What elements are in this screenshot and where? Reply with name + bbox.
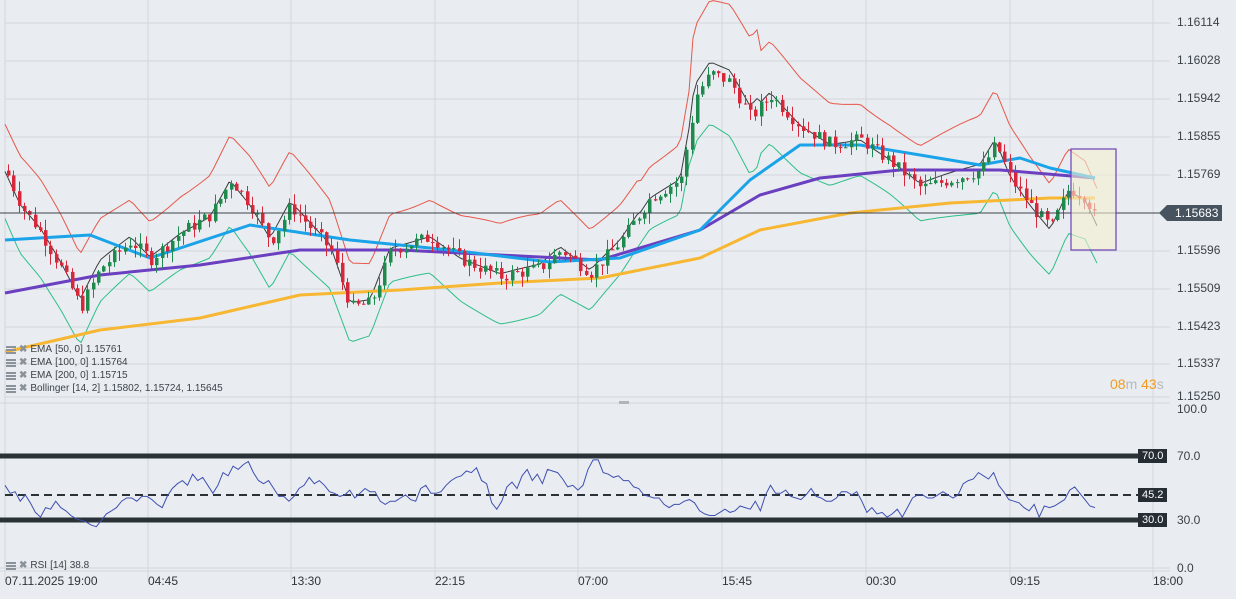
indicator-params: [200, 0]	[55, 370, 89, 381]
legend-bollinger[interactable]: ✖ Bollinger [14, 2] 1.15802, 1.15724, 1.…	[6, 383, 223, 394]
rsi-axis-70: 70.0	[1177, 449, 1201, 463]
indicator-name: EMA	[30, 370, 53, 381]
indicator-value: 1.15715	[91, 370, 128, 381]
price-axis-label: 1.15337	[1177, 356, 1221, 370]
candle-countdown: 08m 43s	[1110, 376, 1164, 392]
indicator-name: RSI	[30, 560, 48, 571]
pane-resize-handle[interactable]	[619, 401, 629, 404]
price-axis-label: 1.15855	[1177, 129, 1221, 143]
menu-icon[interactable]	[6, 561, 16, 570]
price-axis-label: 1.16028	[1177, 53, 1221, 67]
indicator-params: [50, 0]	[55, 344, 83, 355]
time-axis-label: 18:00	[1153, 574, 1184, 588]
indicator-name: EMA	[30, 344, 53, 355]
countdown-seconds-unit: s	[1156, 376, 1164, 392]
time-axis-label: 13:30	[291, 574, 322, 588]
rsi-level-70-tag: 70.0	[1138, 449, 1168, 463]
indicator-value: 1.15764	[91, 357, 128, 368]
menu-icon[interactable]	[6, 371, 16, 380]
rsi-axis-30: 30.0	[1177, 513, 1201, 527]
time-axis-label: 07:00	[578, 574, 609, 588]
legend-ema-100[interactable]: ✖ EMA [100, 0] 1.15764	[6, 357, 128, 368]
indicator-value: 1.15761	[85, 344, 123, 355]
price-axis-label: 1.15250	[1177, 389, 1221, 403]
indicator-params: [100, 0]	[55, 357, 89, 368]
rsi-axis-0: 0.0	[1177, 561, 1194, 575]
legend-rsi[interactable]: ✖ RSI [14] 38.8	[6, 560, 89, 571]
close-icon[interactable]: ✖	[19, 383, 28, 394]
time-axis-label: 15:45	[722, 574, 753, 588]
close-icon[interactable]: ✖	[19, 370, 28, 381]
menu-icon[interactable]	[6, 384, 16, 393]
countdown-minutes-unit: m	[1125, 376, 1138, 392]
price-axis-label: 1.15423	[1177, 319, 1221, 333]
rsi-axis-100: 100.0	[1177, 402, 1208, 416]
price-axis-label: 1.15769	[1177, 167, 1221, 181]
close-icon[interactable]: ✖	[19, 344, 28, 355]
price-axis-label: 1.16114	[1177, 15, 1220, 29]
indicator-name: EMA	[30, 357, 53, 368]
rsi-level-30-tag: 30.0	[1138, 513, 1168, 527]
menu-icon[interactable]	[6, 358, 16, 367]
close-icon[interactable]: ✖	[19, 560, 28, 571]
indicator-params: [14]	[50, 560, 67, 571]
indicator-value: 38.8	[69, 560, 90, 571]
legend-ema-50[interactable]: ✖ EMA [50, 0] 1.15761	[6, 344, 122, 355]
indicator-value: 1.15802, 1.15724, 1.15645	[103, 383, 223, 394]
indicator-params: [14, 2]	[72, 383, 101, 394]
current-price-tag: 1.15683	[1158, 205, 1223, 221]
time-axis-label: 09:15	[1010, 574, 1041, 588]
rsi-current-tag: 45.2	[1138, 488, 1168, 502]
time-axis-label: 04:45	[148, 574, 179, 588]
countdown-seconds: 43	[1141, 376, 1157, 392]
time-axis-label: 07.11.2025 19:00	[5, 574, 98, 588]
menu-icon[interactable]	[6, 345, 16, 354]
price-axis-label: 1.15942	[1177, 91, 1221, 105]
price-axis-label: 1.15596	[1177, 243, 1221, 257]
countdown-minutes: 08	[1110, 376, 1126, 392]
legend-ema-200[interactable]: ✖ EMA [200, 0] 1.15715	[6, 370, 128, 381]
price-axis-label: 1.15509	[1177, 281, 1221, 295]
time-axis-label: 00:30	[866, 574, 897, 588]
indicator-name: Bollinger	[30, 383, 70, 394]
close-icon[interactable]: ✖	[19, 357, 28, 368]
time-axis-label: 22:15	[435, 574, 466, 588]
